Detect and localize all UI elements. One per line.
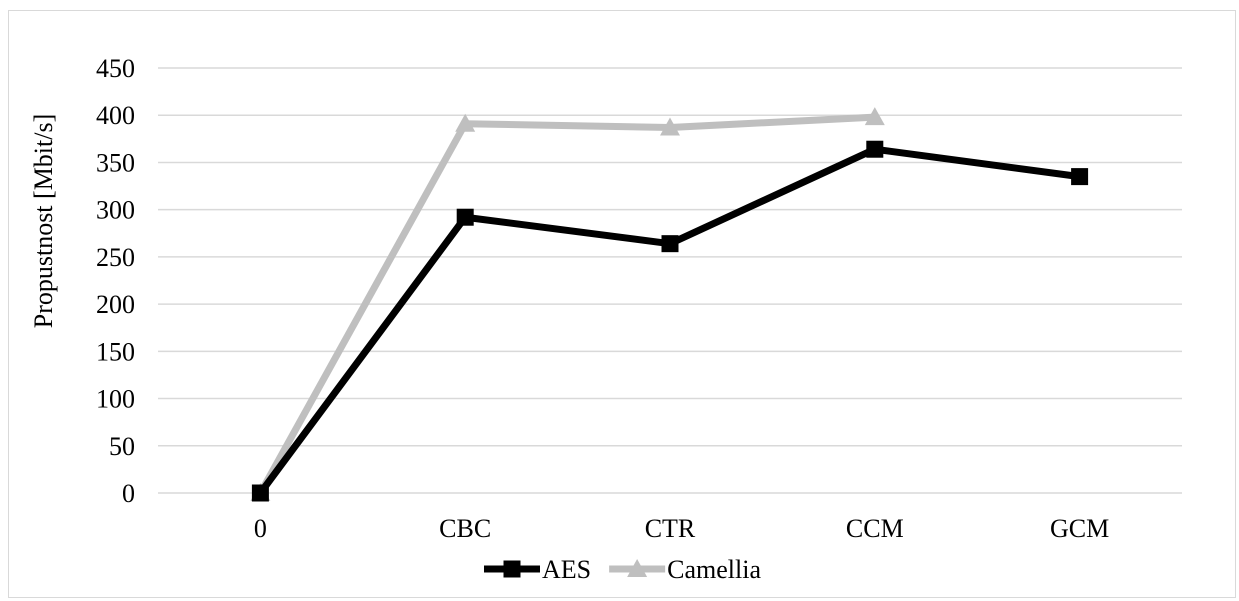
y-tick-label: 450 (96, 54, 135, 83)
series-line-aes (257, 145, 1081, 496)
data-point (251, 484, 269, 502)
data-point (455, 113, 476, 132)
series-aes (251, 140, 1089, 502)
y-axis-title: Propustnost [Mbit/s] (29, 114, 58, 329)
x-tick-label: CCM (846, 514, 904, 543)
data-point (864, 107, 885, 126)
legend: AES Camellia (484, 555, 761, 584)
legend-item-aes: AES (484, 555, 591, 584)
x-axis-ticks: 0 CBC CTR CCM GCM (254, 514, 1109, 543)
legend-label: AES (542, 555, 591, 584)
y-tick-label: 0 (122, 479, 135, 508)
data-point (660, 117, 680, 136)
y-tick-label: 250 (96, 243, 135, 272)
legend-marker (503, 560, 521, 578)
series-line-camellia (257, 113, 875, 495)
data-point (456, 208, 474, 226)
y-tick-label: 400 (96, 101, 135, 130)
y-tick-label: 150 (96, 337, 135, 366)
y-tick-label: 50 (109, 432, 135, 461)
legend-marker (627, 559, 648, 577)
y-tick-label: 300 (96, 196, 135, 225)
data-point (1071, 168, 1089, 186)
y-tick-label: 100 (96, 385, 135, 414)
series (250, 107, 1089, 502)
y-tick-label: 350 (96, 148, 135, 177)
y-axis-ticks: 0 50 100 150 200 250 300 350 400 450 (96, 54, 135, 508)
x-tick-label: GCM (1050, 514, 1109, 543)
x-tick-label: 0 (254, 514, 267, 543)
x-tick-label: CTR (645, 514, 696, 543)
gridlines (158, 67, 1182, 494)
legend-item-camellia: Camellia (609, 555, 761, 584)
legend-label: Camellia (667, 555, 761, 584)
data-point (866, 140, 884, 158)
y-tick-label: 200 (96, 290, 135, 319)
data-point (661, 235, 679, 253)
x-tick-label: CBC (439, 514, 491, 543)
